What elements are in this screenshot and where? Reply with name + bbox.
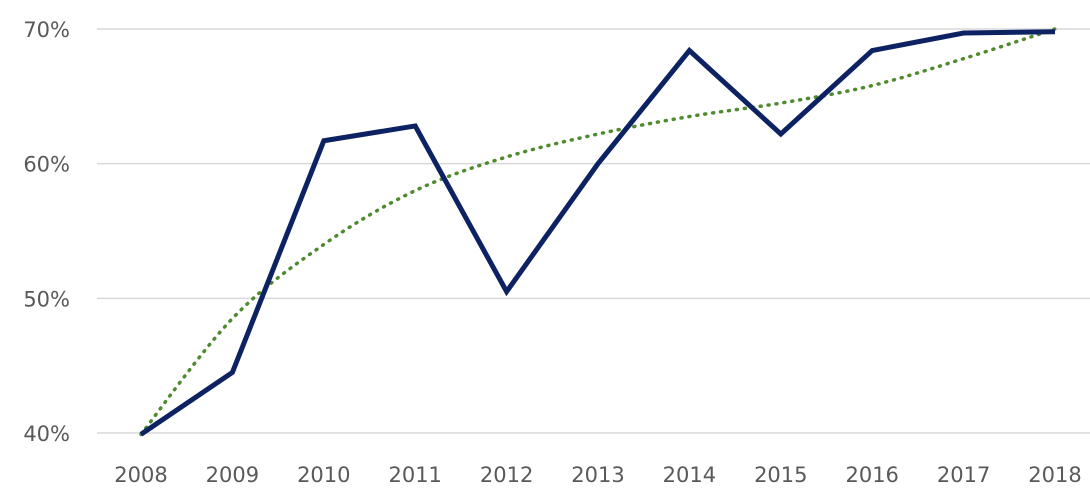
y-tick-label: 70% (23, 18, 70, 42)
x-tick-label: 2015 (754, 463, 807, 487)
x-tick-label: 2012 (480, 463, 533, 487)
x-tick-label: 2009 (206, 463, 259, 487)
x-tick-label: 2010 (297, 463, 350, 487)
x-tick-label: 2013 (571, 463, 624, 487)
series-line (139, 29, 1056, 437)
series-lines (139, 27, 1057, 437)
gridlines (97, 28, 1090, 434)
x-tick-label: 2018 (1028, 463, 1081, 487)
trendline (139, 27, 1057, 437)
x-axis-tick-labels: 2008 2009 2010 2011 2012 2013 2014 2015 2016 2017… (114, 463, 1081, 487)
x-tick-label: 2008 (114, 463, 167, 487)
y-tick-label: 60% (23, 153, 70, 177)
x-tick-label: 2014 (663, 463, 716, 487)
y-tick-label: 40% (23, 422, 70, 446)
x-tick-label: 2017 (937, 463, 990, 487)
x-tick-label: 2016 (845, 463, 898, 487)
y-tick-label: 50% (23, 287, 70, 311)
x-tick-label: 2011 (388, 463, 441, 487)
y-axis-tick-labels: 40% 50% 60% 70% (23, 18, 70, 446)
